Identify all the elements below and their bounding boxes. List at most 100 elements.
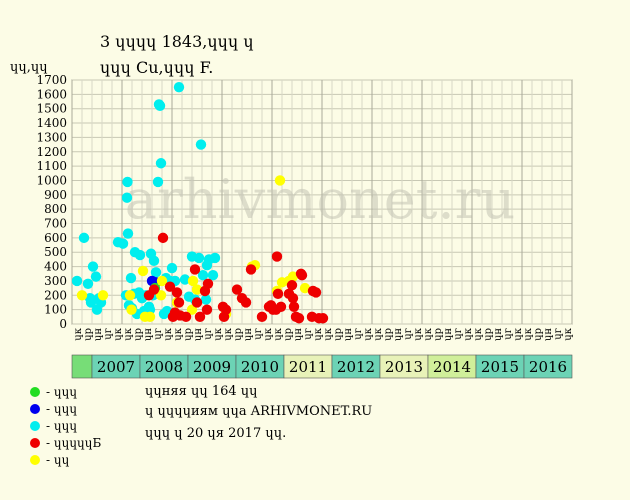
data-point — [293, 313, 305, 324]
quarter-label: ɥк — [213, 327, 224, 340]
data-point — [137, 265, 149, 277]
data-point — [173, 81, 185, 93]
quarter-label: ɥр — [483, 328, 494, 341]
data-point — [288, 301, 300, 312]
quarter-label: ɥк — [313, 327, 324, 340]
data-point — [202, 278, 214, 290]
legend-swatch — [30, 404, 40, 414]
quarter-label: ɥк — [323, 327, 334, 340]
quarter-label: ɥк — [563, 327, 574, 340]
data-point — [195, 139, 207, 150]
quarter-label: ɥк — [273, 327, 284, 340]
legend-item: - ɥɥɥ — [30, 384, 77, 400]
data-point — [286, 280, 298, 291]
data-point — [71, 275, 83, 287]
data-point — [164, 281, 176, 292]
data-point — [245, 264, 257, 275]
legend-item: - ɥɥɥ — [30, 401, 77, 417]
y-tick-label: 1600 — [36, 87, 67, 101]
data-point — [287, 271, 299, 282]
y-tick-label: 0 — [59, 317, 67, 331]
year-label: 2007 — [97, 358, 135, 376]
y-tick-label: 1200 — [36, 145, 67, 159]
quarter-label: ɥг — [203, 328, 214, 340]
quarter-label: ɥн — [343, 328, 354, 341]
note-line-3: ɥɥɥ ɥ 20 ɥя 2017 ɥɥ. — [145, 426, 287, 441]
quarter-label: ɥг — [353, 328, 364, 340]
data-point — [200, 294, 212, 305]
y-tick-label: 500 — [44, 245, 67, 259]
year-bar-start — [71, 354, 93, 379]
y-tick-label: 1400 — [36, 116, 67, 130]
data-point — [191, 284, 203, 295]
y-tick-label: 400 — [44, 260, 67, 274]
y-tick-label: 300 — [44, 274, 67, 288]
data-point — [97, 290, 109, 301]
data-point — [121, 192, 133, 203]
year-label: 2015 — [481, 358, 519, 376]
data-point — [87, 261, 99, 272]
quarter-label: ɥр — [183, 328, 194, 341]
data-point — [156, 275, 168, 287]
quarter-label: ɥк — [423, 327, 434, 340]
quarter-label: ɥн — [143, 328, 154, 341]
quarter-label: ɥк — [413, 327, 424, 340]
quarter-label: ɥк — [173, 327, 184, 340]
y-tick-label: 1700 — [36, 73, 67, 87]
data-point — [117, 238, 129, 249]
quarter-label: ɥг — [403, 328, 414, 340]
quarter-label: ɥг — [503, 328, 514, 340]
quarter-label: ɥр — [333, 328, 344, 341]
quarter-label: ɥн — [293, 328, 304, 341]
data-point — [287, 292, 299, 304]
y-tick-label: 1300 — [36, 130, 67, 144]
data-point — [150, 267, 162, 278]
quarter-label: ɥр — [433, 328, 444, 341]
year-label: 2010 — [241, 358, 279, 376]
legend-swatch — [30, 455, 40, 465]
legend-label: - ɥɥ — [46, 453, 70, 467]
y-axis-unit: ɥɥ,ɥɥ — [10, 60, 48, 75]
data-point — [171, 287, 183, 298]
quarter-label: ɥк — [463, 327, 474, 340]
data-point — [85, 297, 97, 308]
year-label: 2011 — [289, 358, 327, 376]
y-tick-label: 900 — [44, 188, 67, 202]
legend-label: - ɥɥɥɥɥБ — [46, 436, 102, 450]
quarter-label: ɥг — [103, 328, 114, 340]
quarter-label: ɥк — [123, 327, 134, 340]
data-point — [122, 176, 133, 188]
y-tick-label: 1500 — [36, 102, 67, 116]
quarter-label: ɥн — [493, 328, 504, 341]
legend-label: - ɥɥɥ — [46, 402, 78, 416]
legend-item: - ɥɥɥ — [30, 418, 77, 434]
legend-swatch — [30, 387, 40, 397]
year-label: 2008 — [145, 358, 183, 376]
data-point — [148, 284, 160, 295]
y-tick-label: 1000 — [36, 173, 67, 187]
quarter-label: ɥр — [233, 328, 244, 341]
chart-title-line1: 3 ɥɥɥɥ 1843,ɥɥɥ ɥ — [100, 32, 254, 51]
quarter-label: ɥк — [363, 327, 374, 340]
legend-label: - ɥɥɥ — [46, 385, 78, 399]
data-point — [155, 158, 167, 169]
data-point — [154, 100, 166, 112]
legend-swatch — [30, 421, 40, 431]
y-tick-label: 200 — [44, 288, 67, 302]
data-point — [155, 290, 167, 301]
data-point — [133, 287, 145, 298]
data-point — [189, 264, 201, 275]
year-label: 2009 — [193, 358, 231, 376]
quarter-label: ɥн — [543, 328, 554, 341]
data-point — [194, 311, 206, 323]
data-point — [220, 304, 232, 315]
year-label: 2016 — [529, 358, 567, 376]
data-point — [125, 272, 137, 284]
data-point — [144, 311, 156, 323]
data-point — [183, 291, 195, 302]
data-point — [231, 284, 243, 295]
note-line-1: ɥɥняя ɥɥ 164 ɥɥ — [145, 384, 258, 399]
quarter-label: ɥг — [153, 328, 164, 340]
quarter-label: ɥг — [253, 328, 264, 340]
